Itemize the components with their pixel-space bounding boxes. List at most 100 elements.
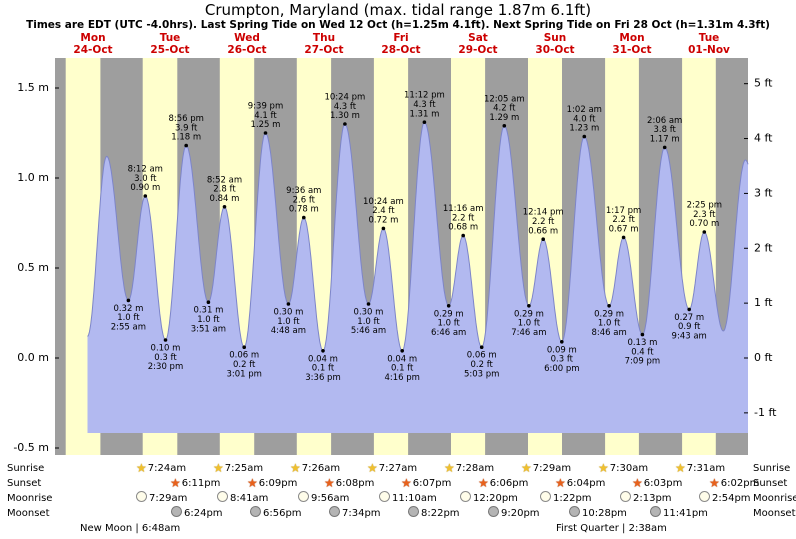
tide-annotation-line: 2:06 am xyxy=(647,116,682,126)
tide-point-dot xyxy=(321,349,325,353)
moonrise-entry: 7:29am xyxy=(136,491,187,506)
tide-point-dot xyxy=(422,120,427,124)
y-axis-label-ft: 5 ft xyxy=(754,77,773,90)
tide-annotation-line: 0.31 m xyxy=(193,306,223,316)
moonrise-entry: 1:22pm xyxy=(540,491,592,506)
tide-annotation-line: 0.06 m xyxy=(467,351,497,361)
sunrise-entry-time: 7:25am xyxy=(224,463,264,474)
tide-annotation-line: 11:12 pm xyxy=(404,91,445,101)
tide-area xyxy=(87,122,748,433)
sunrise-entry: ★7:29am xyxy=(521,461,571,476)
tide-annotation-line: 1.23 m xyxy=(569,124,599,134)
high-tide-annotation: 1:17 pm2.2 ft0.67 m xyxy=(606,206,641,240)
sunrise-entry: ★7:28am xyxy=(444,461,494,476)
new-moon-label: New Moon | 6:48am xyxy=(80,523,181,534)
sunset-star-icon: ★ xyxy=(324,476,335,490)
y-axis-label-m: 1.5 m xyxy=(17,81,49,94)
tide-annotation-line: 1.0 ft xyxy=(357,317,380,327)
high-tide-annotation: 1:02 am4.0 ft1.23 m xyxy=(567,105,602,139)
tide-point-dot xyxy=(206,300,211,305)
tide-annotation-line: 9:43 am xyxy=(672,332,707,342)
tide-annotation-line: 2.3 ft xyxy=(693,210,716,220)
high-tide-annotation: 11:12 pm4.3 ft1.31 m xyxy=(404,91,445,124)
sunset-star-icon: ★ xyxy=(247,476,258,490)
y-axis-label-ft: 1 ft xyxy=(754,296,773,309)
sunset-entry: ★6:08pm xyxy=(324,476,374,491)
sunrise-row-label-right: Sunrise xyxy=(753,463,791,474)
y-axis-label-m: 1.0 m xyxy=(17,171,49,184)
tide-point-dot xyxy=(662,145,667,150)
sunrise-star-icon: ★ xyxy=(598,461,609,475)
sunrise-star-icon: ★ xyxy=(444,461,455,475)
sunset-entry: ★6:03pm xyxy=(632,476,682,491)
tide-annotation-line: 0.78 m xyxy=(289,205,319,215)
day-label: Wed 26-Oct xyxy=(227,32,267,56)
tide-annotation-line: 0.29 m xyxy=(514,309,544,319)
moonset-icon xyxy=(650,506,661,517)
tide-annotation-line: 5:03 pm xyxy=(464,369,499,379)
tide-annotation-line: 8:46 am xyxy=(591,328,626,338)
tide-point-dot xyxy=(366,302,371,306)
low-tide-annotation: 0.29 m1.0 ft7:46 am xyxy=(511,304,547,338)
tide-annotation-line: 1.30 m xyxy=(330,111,360,121)
y-axis-label-m: 0.0 m xyxy=(17,351,49,364)
moonrise-entry-time: 1:22pm xyxy=(553,493,592,504)
tide-curve xyxy=(87,121,749,352)
tide-point-dot xyxy=(302,215,306,220)
low-tide-annotation: 0.10 m0.3 ft2:30 pm xyxy=(148,338,183,372)
moonset-entry: 6:24pm xyxy=(171,506,223,521)
tide-annotation-line: 0.29 m xyxy=(434,309,464,319)
moonrise-icon xyxy=(298,491,309,502)
day-label: Fri 28-Oct xyxy=(381,32,421,56)
tide-annotation-line: 1.17 m xyxy=(650,135,680,145)
high-tide-annotation: 12:05 am4.2 ft1.29 m xyxy=(484,94,525,128)
tide-point-dot xyxy=(381,226,386,231)
sunset-entry-time: 6:11pm xyxy=(181,478,221,489)
moonset-icon xyxy=(569,506,580,517)
tide-annotation-line: 12:14 pm xyxy=(523,208,564,218)
tide-annotation-line: 4.1 ft xyxy=(254,111,277,121)
tide-point-dot xyxy=(607,304,611,308)
sunset-star-icon: ★ xyxy=(170,476,181,490)
tide-point-dot xyxy=(621,235,626,240)
moonset-row-label-right: Moonset xyxy=(753,508,796,519)
tide-annotation-line: 8:52 am xyxy=(207,175,242,185)
tide-point-dot xyxy=(446,304,451,308)
tide-annotation-line: 2.8 ft xyxy=(213,185,236,195)
sunset-star-icon: ★ xyxy=(478,476,489,490)
tide-annotation-line: 0.04 m xyxy=(387,354,417,364)
tide-annotation-line: 3.9 ft xyxy=(175,123,198,133)
moonrise-entry-time: 2:54pm xyxy=(712,493,751,504)
moonrise-entry: 12:20pm xyxy=(460,491,518,506)
sunrise-row-label-left: Sunrise xyxy=(7,463,45,474)
tide-point-dot xyxy=(527,304,531,308)
tide-annotation-line: 0.3 ft xyxy=(551,355,574,365)
tide-annotation-line: 0.1 ft xyxy=(391,364,414,374)
sunset-entry-time: 6:02pm xyxy=(720,478,760,489)
high-tide-annotation: 8:52 am2.8 ft0.84 m xyxy=(207,175,242,209)
first-quarter-label: First Quarter | 2:38am xyxy=(556,523,667,534)
moonrise-entry-time: 7:29am xyxy=(149,493,188,504)
sunset-entry-time: 6:03pm xyxy=(643,478,683,489)
tide-point-dot xyxy=(702,230,707,234)
tide-annotation-line: 10:24 am xyxy=(363,197,404,207)
sunrise-entry: ★7:26am xyxy=(290,461,340,476)
day-label: Thu 27-Oct xyxy=(304,32,344,56)
tide-annotation-line: 0.70 m xyxy=(689,219,719,229)
y-axis-label-ft: 2 ft xyxy=(754,241,773,254)
moonset-entry: 8:22pm xyxy=(408,506,460,521)
tide-annotation-line: 0.84 m xyxy=(210,194,240,204)
sunset-row-label-right: Sunset xyxy=(753,478,788,489)
tide-annotation-line: 0.04 m xyxy=(308,354,338,364)
moonset-icon xyxy=(488,506,499,517)
sunset-star-icon: ★ xyxy=(401,476,412,490)
tide-annotation-line: 4:16 pm xyxy=(384,373,419,383)
sunset-entry-time: 6:07pm xyxy=(412,478,452,489)
tide-annotation-line: 6:00 pm xyxy=(544,364,579,374)
tide-annotation-line: 9:36 am xyxy=(286,186,321,196)
tide-annotation-line: 0.09 m xyxy=(547,345,577,355)
sunset-entry: ★6:02pm xyxy=(709,476,759,491)
moonset-entry-time: 9:20pm xyxy=(501,508,540,519)
tide-point-dot xyxy=(640,332,645,337)
high-tide-annotation: 11:16 am2.2 ft0.68 m xyxy=(443,204,484,238)
